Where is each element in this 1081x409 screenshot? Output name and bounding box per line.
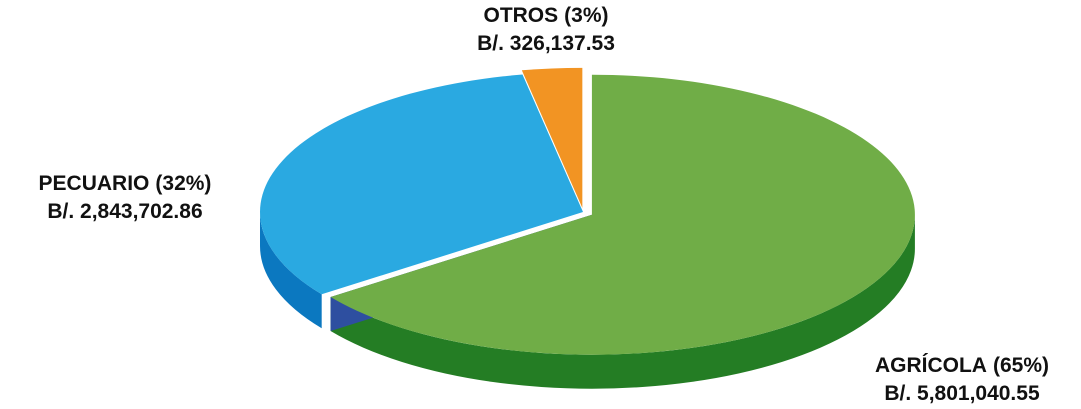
slice-side [330, 214, 915, 389]
slice-side [260, 212, 322, 329]
amount-label: B/. 5,801,040.55 [884, 382, 1040, 405]
category-name: AGRÍCOLA [875, 354, 987, 377]
percent-label: (65%) [993, 354, 1049, 377]
category-name: OTROS [483, 4, 558, 27]
amount-label: B/. 2,843,702.86 [47, 200, 202, 223]
slice-label: OTROS (3%) [483, 4, 608, 27]
slice-label: PECUARIO (32%) [39, 172, 212, 195]
slice [330, 74, 915, 355]
amount-label: B/. 326,137.53 [477, 32, 615, 55]
slice-label: AGRÍCOLA (65%) [875, 354, 1049, 377]
category-name: PECUARIO [39, 172, 150, 195]
slice [259, 74, 583, 295]
percent-label: (3%) [564, 4, 608, 27]
percent-label: (32%) [155, 172, 211, 195]
slice [521, 67, 583, 208]
